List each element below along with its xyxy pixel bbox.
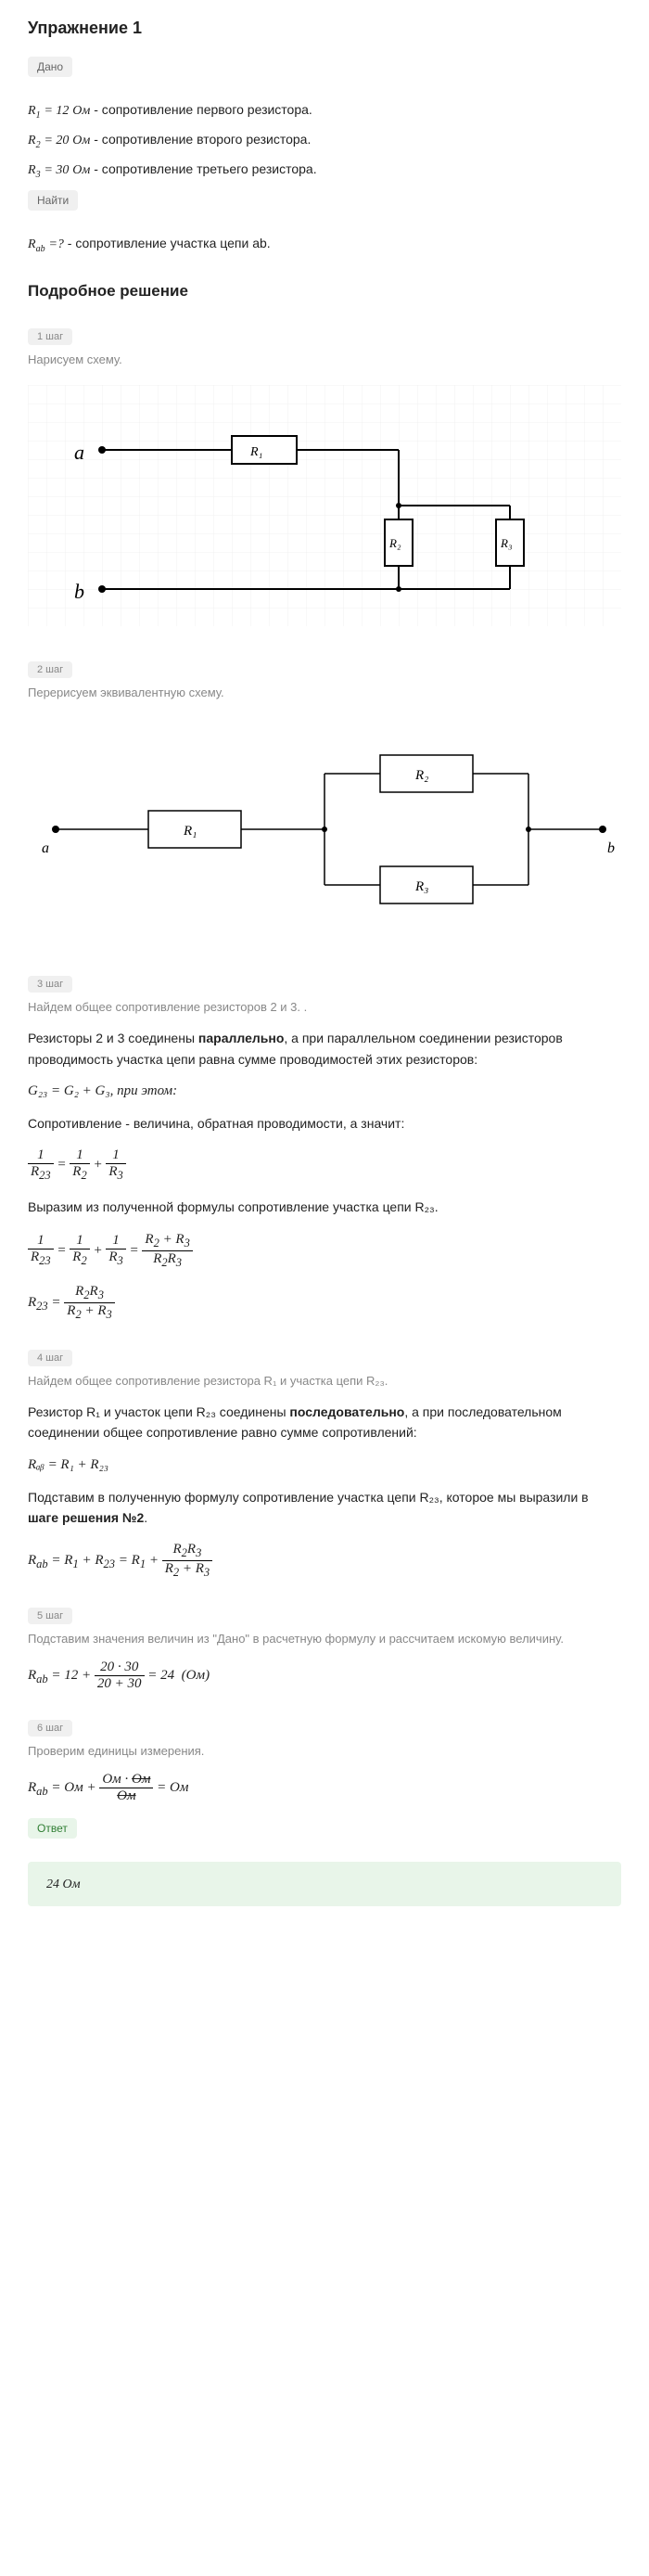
step2-badge: 2 шаг	[28, 661, 72, 678]
solution-title: Подробное решение	[28, 282, 621, 301]
answer-badge: Ответ	[28, 1818, 77, 1839]
step4-text: Найдем общее сопротивление резистора R₁ …	[28, 1374, 621, 1388]
given-line-1: R1 = 12 Ом - сопротивление первого резис…	[28, 102, 621, 121]
step5-text: Подставим значения величин из "Дано" в р…	[28, 1632, 621, 1646]
sub: ab	[36, 244, 45, 254]
para-3e: Выразим из полученной формулы сопротивле…	[28, 1197, 621, 1217]
t: последовательно	[289, 1404, 404, 1419]
val: = 30	[44, 163, 69, 177]
svg-text:b: b	[74, 580, 84, 603]
find-line: Rab =? - сопротивление участка цепи ab.	[28, 236, 621, 254]
unit: Ом	[72, 104, 90, 118]
step3-text: Найдем общее сопротивление резисторов 2 …	[28, 1000, 621, 1014]
svg-text:a: a	[74, 441, 84, 464]
given-line-3: R3 = 30 Ом - сопротивление третьего рези…	[28, 161, 621, 180]
val: = 20	[44, 134, 69, 147]
t: шаге решения №2	[28, 1510, 144, 1525]
val: = 12	[44, 104, 69, 118]
sym: R	[28, 237, 36, 251]
circuit-diagram-2: a R₁ R₂ R₃ b	[28, 718, 621, 943]
find-badge: Найти	[28, 190, 78, 211]
sub: 3	[36, 169, 41, 179]
sym: R	[28, 104, 36, 118]
step2-text: Перерисуем эквивалентную схему.	[28, 686, 621, 699]
exercise-title: Упражнение 1	[28, 19, 621, 38]
para-4d: Подставим в полученную формулу сопротивл…	[28, 1487, 621, 1529]
desc: - сопротивление участка цепи ab.	[68, 236, 271, 250]
step5-badge: 5 шаг	[28, 1608, 72, 1624]
step1-text: Нарисуем схему.	[28, 352, 621, 366]
svg-text:R₃: R₃	[414, 879, 428, 894]
svg-text:R₂: R₂	[388, 536, 401, 550]
t: Резисторы 2 и 3 соединены	[28, 1031, 198, 1045]
unit: Ом	[72, 134, 90, 147]
val: =?	[48, 237, 63, 251]
desc: - сопротивление третьего резистора.	[94, 161, 316, 176]
given-line-2: R2 = 20 Ом - сопротивление второго резис…	[28, 132, 621, 150]
para-4a: Резистор R₁ и участок цепи R₂₃ соединены…	[28, 1402, 621, 1443]
t: параллельно	[198, 1031, 284, 1045]
formula-r23-final: R23 = R2R3R2 + R3	[28, 1284, 621, 1322]
desc: - сопротивление второго резистора.	[94, 132, 311, 147]
step3-badge: 3 шаг	[28, 976, 72, 993]
answer-box: 24 Ом	[28, 1862, 621, 1906]
svg-text:R₁: R₁	[183, 824, 197, 839]
step1-badge: 1 шаг	[28, 328, 72, 345]
given-badge: Дано	[28, 57, 72, 77]
answer-value: 24 Ом	[46, 1878, 81, 1891]
circuit-diagram-1: a R₁ R₂ R₃ b	[28, 385, 621, 629]
unit: Ом	[72, 163, 90, 177]
formula-units: Rab = Ом + Ом · ОмОм = Ом	[28, 1772, 621, 1804]
para-3d: Сопротивление - величина, обратная прово…	[28, 1113, 621, 1134]
step4-badge: 4 шаг	[28, 1350, 72, 1366]
sub: 2	[36, 140, 41, 150]
formula-r23-expand: 1R23 = 1R2 + 1R3 = R2 + R3R2R3	[28, 1232, 621, 1270]
svg-text:R₁: R₁	[249, 445, 262, 459]
svg-text:b: b	[607, 840, 615, 856]
formula-rab: Rₐᵦ = R₁ + R₂₃	[28, 1457, 621, 1473]
svg-text:R₂: R₂	[414, 768, 428, 783]
t: Подставим в полученную формулу сопротивл…	[28, 1490, 589, 1505]
formula-calc: Rab = 12 + 20 · 3020 + 30 = 24 (Ом)	[28, 1660, 621, 1692]
desc: - сопротивление первого резистора.	[94, 102, 312, 117]
t: Резистор R₁ и участок цепи R₂₃ соединены	[28, 1404, 289, 1419]
formula-g23: G₂₃ = G₂ + G₃, при этом:	[28, 1083, 621, 1099]
formula-1r23: 1R23 = 1R2 + 1R3	[28, 1147, 621, 1183]
t: .	[144, 1510, 147, 1525]
formula-rab-expand: Rab = R1 + R23 = R1 + R2R3R2 + R3	[28, 1542, 621, 1580]
sym: R	[28, 163, 36, 177]
step6-text: Проверим единицы измерения.	[28, 1744, 621, 1758]
para-3a: Резисторы 2 и 3 соединены параллельно, а…	[28, 1028, 621, 1070]
step6-badge: 6 шаг	[28, 1720, 72, 1737]
svg-text:R₃: R₃	[500, 536, 512, 550]
svg-text:a: a	[42, 840, 49, 856]
sub: 1	[36, 110, 41, 121]
sym: R	[28, 134, 36, 147]
